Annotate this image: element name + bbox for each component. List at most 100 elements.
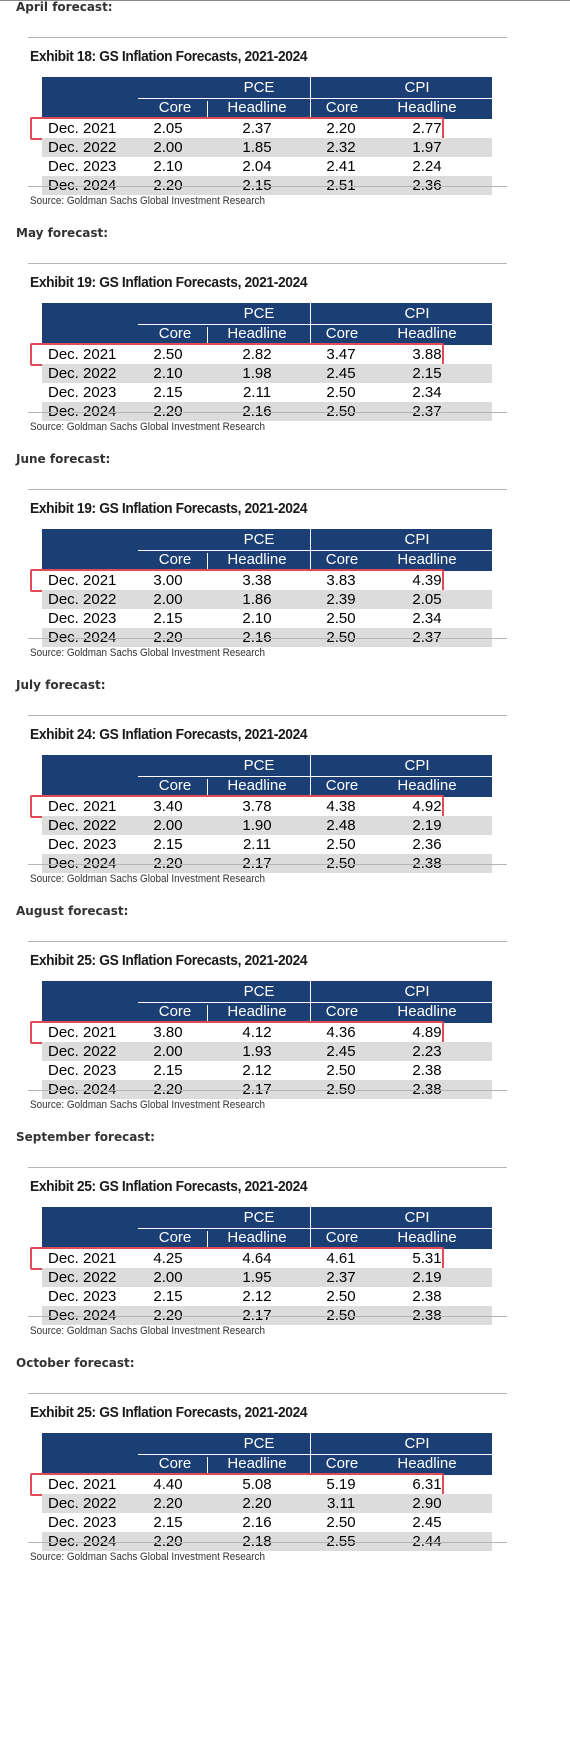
table-cell: 2.10 xyxy=(153,158,183,175)
table-cell: 2.12 xyxy=(242,1062,272,1079)
table-cell: 2.24 xyxy=(412,158,442,175)
table-cell: 3.38 xyxy=(242,572,272,589)
cpi-core-header: Core xyxy=(325,325,359,342)
table-cell: 4.64 xyxy=(242,1250,272,1267)
table-cell: 2.00 xyxy=(153,817,183,834)
exhibit-title: Exhibit 18: GS Inflation Forecasts, 2021… xyxy=(30,48,308,65)
divider xyxy=(28,186,507,187)
table-cell: Dec. 2022 xyxy=(48,1495,117,1512)
table-row: Dec. 2023 2.15 2.12 2.50 2.38 xyxy=(42,1287,492,1306)
table-cell: 2.48 xyxy=(326,817,356,834)
table-cell: 2.12 xyxy=(242,1288,272,1305)
table-cell: 1.98 xyxy=(242,365,272,382)
table-cell: 4.25 xyxy=(153,1250,183,1267)
table-row: Dec. 2023 2.15 2.16 2.50 2.45 xyxy=(42,1513,492,1532)
table-cell: 2.50 xyxy=(326,1081,356,1098)
table-cell: 2.00 xyxy=(153,1043,183,1060)
header-divider xyxy=(310,1433,311,1475)
table-cell: 2.82 xyxy=(242,346,272,363)
exhibit-title: Exhibit 25: GS Inflation Forecasts, 2021… xyxy=(30,952,308,969)
table-row: Dec. 2023 2.15 2.12 2.50 2.38 xyxy=(42,1061,492,1080)
table-cell: 2.23 xyxy=(412,1043,442,1060)
source-note: Source: Goldman Sachs Global Investment … xyxy=(30,421,265,433)
table-cell: 2.20 xyxy=(153,1307,183,1324)
table-cell: 2.38 xyxy=(412,1081,442,1098)
source-note: Source: Goldman Sachs Global Investment … xyxy=(30,1325,265,1337)
table-row: Dec. 2023 2.15 2.10 2.50 2.34 xyxy=(42,609,492,628)
table-cell: 5.31 xyxy=(412,1250,442,1267)
pce-underline xyxy=(138,324,310,325)
header-divider xyxy=(310,303,311,345)
table-cell: Dec. 2022 xyxy=(48,139,117,156)
table-cell: 2.45 xyxy=(326,1043,356,1060)
table-cell: 3.40 xyxy=(153,798,183,815)
table-cell: 1.95 xyxy=(242,1269,272,1286)
table-cell: 2.15 xyxy=(153,836,183,853)
top-divider xyxy=(0,0,570,1)
table-cell: 2.51 xyxy=(326,177,356,194)
table-row: Dec. 2022 2.00 1.86 2.39 2.05 xyxy=(42,590,492,609)
forecast-table: PCE CPI Core Headline Core Headline Dec. 2021 4… xyxy=(30,1207,492,1325)
table-cell: 2.16 xyxy=(242,403,272,420)
table-cell: 1.93 xyxy=(242,1043,272,1060)
table-row: Dec. 2024 2.20 2.16 2.50 2.37 xyxy=(42,402,492,421)
divider xyxy=(28,489,507,490)
table-row: Dec. 2022 2.00 1.95 2.37 2.19 xyxy=(42,1268,492,1287)
table-cell: 2.41 xyxy=(326,158,356,175)
table-cell: 2.37 xyxy=(412,403,442,420)
table-cell: 2.15 xyxy=(153,610,183,627)
forecast-table: PCE CPI Core Headline Core Headline Dec. 2021 3… xyxy=(30,529,492,647)
table-cell: 2.20 xyxy=(153,855,183,872)
table-header: PCE CPI Core Headline Core Headline xyxy=(42,303,492,345)
cpi-core-header: Core xyxy=(325,777,359,794)
table-cell: 4.61 xyxy=(326,1250,356,1267)
cpi-headline-header: Headline xyxy=(397,325,457,342)
divider xyxy=(28,412,507,413)
table-row: Dec. 2022 2.10 1.98 2.45 2.15 xyxy=(42,364,492,383)
table-cell: 2.15 xyxy=(153,384,183,401)
pce-header: PCE xyxy=(243,1435,275,1452)
table-cell: 1.85 xyxy=(242,139,272,156)
pce-headline-header: Headline xyxy=(227,325,287,342)
table-cell: 2.20 xyxy=(153,1081,183,1098)
pce-headline-header: Headline xyxy=(227,1003,287,1020)
table-row: Dec. 2024 2.20 2.16 2.50 2.37 xyxy=(42,628,492,647)
table-cell: 2.10 xyxy=(153,365,183,382)
pce-headline-header: Headline xyxy=(227,777,287,794)
table-cell: 2.15 xyxy=(242,177,272,194)
table-cell: 2.20 xyxy=(242,1495,272,1512)
cpi-underline xyxy=(311,1002,492,1003)
table-cell: 2.37 xyxy=(326,1269,356,1286)
cpi-core-header: Core xyxy=(325,1003,359,1020)
table-cell: 2.50 xyxy=(326,610,356,627)
forecast-label: October forecast: xyxy=(16,1356,135,1370)
pce-headline-header: Headline xyxy=(227,99,287,116)
table-cell: 3.00 xyxy=(153,572,183,589)
cpi-underline xyxy=(311,1228,492,1229)
divider xyxy=(28,1316,507,1317)
subheader-divider xyxy=(207,553,208,569)
header-divider xyxy=(310,529,311,571)
header-divider xyxy=(310,77,311,119)
table-cell: 2.20 xyxy=(153,1495,183,1512)
forecast-block: September forecast: Exhibit 25: GS Inflat… xyxy=(0,1130,570,1380)
table-cell: Dec. 2024 xyxy=(48,855,117,872)
table-cell: 5.08 xyxy=(242,1476,272,1493)
cpi-core-header: Core xyxy=(325,1229,359,1246)
table-cell: 2.36 xyxy=(412,177,442,194)
table-cell: 2.20 xyxy=(153,177,183,194)
divider xyxy=(28,37,507,38)
table-cell: Dec. 2021 xyxy=(48,1250,117,1267)
table-cell: Dec. 2022 xyxy=(48,591,117,608)
table-row: Dec. 2023 2.10 2.04 2.41 2.24 xyxy=(42,157,492,176)
pce-core-header: Core xyxy=(158,1455,192,1472)
table-cell: 2.18 xyxy=(242,1533,272,1550)
table-cell: 4.38 xyxy=(326,798,356,815)
table-cell: 2.38 xyxy=(412,855,442,872)
table-cell: 2.04 xyxy=(242,158,272,175)
table-cell: 3.11 xyxy=(326,1495,356,1512)
forecast-label: September forecast: xyxy=(16,1130,155,1144)
table-cell: 2.45 xyxy=(326,365,356,382)
table-cell: 2.32 xyxy=(326,139,356,156)
table-cell: 2.77 xyxy=(412,120,442,137)
